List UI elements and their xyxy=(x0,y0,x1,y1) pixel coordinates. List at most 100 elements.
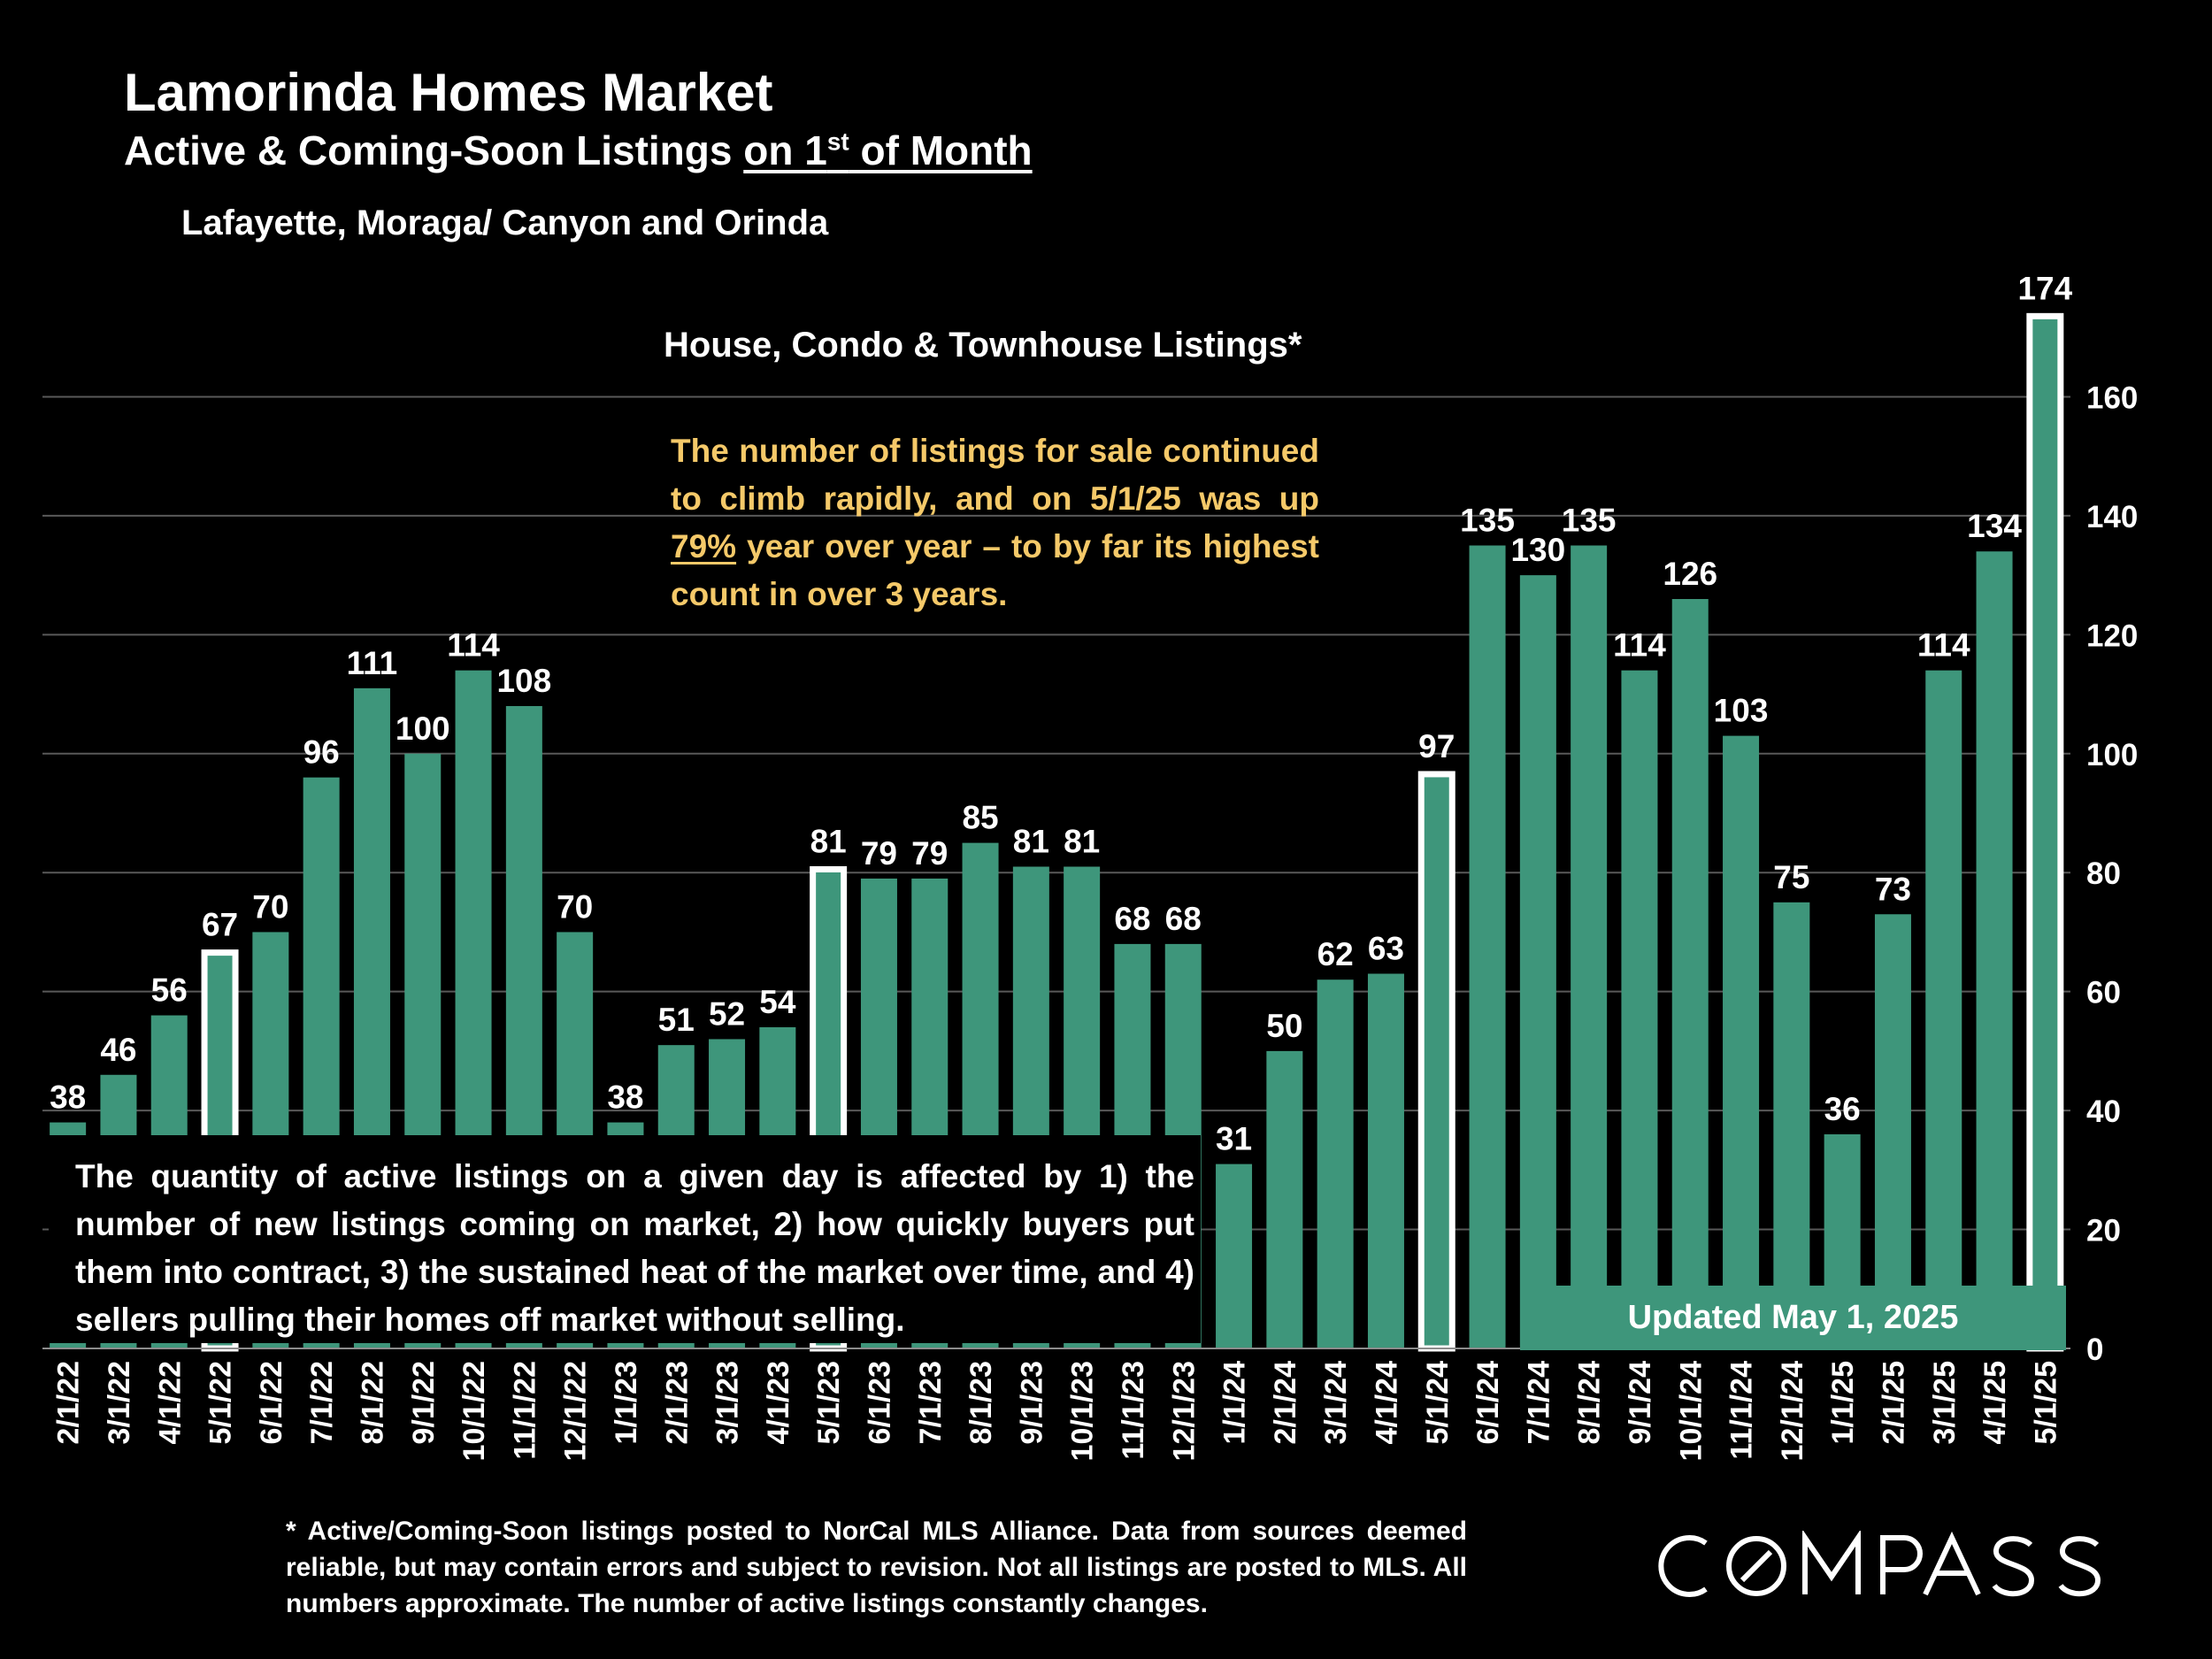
x-tick-label: 2/1/25 xyxy=(1877,1361,1910,1445)
x-tick-label: 4/1/22 xyxy=(153,1361,187,1445)
x-axis-ticks: 2/1/22 3/1/22 4/1/22 5/1/22 6/1/22 7/1/22 8/1/… xyxy=(52,1361,2063,1462)
data-label: 85 xyxy=(962,800,998,836)
bar xyxy=(1671,599,1709,1348)
bar xyxy=(2026,312,2064,1352)
x-tick-label: 3/1/23 xyxy=(711,1361,745,1445)
bar xyxy=(1571,545,1608,1348)
x-tick-label: 2/1/24 xyxy=(1269,1361,1302,1445)
x-tick-label: 8/1/24 xyxy=(1573,1361,1607,1445)
x-tick-label: 11/1/23 xyxy=(1117,1361,1150,1460)
annotation-after: year over year – to by far its highest c… xyxy=(671,528,1319,612)
x-tick-label: 7/1/22 xyxy=(305,1361,339,1445)
x-tick-label: 2/1/22 xyxy=(52,1361,86,1445)
data-label: 174 xyxy=(2017,270,2072,306)
x-tick-label: 12/1/22 xyxy=(559,1361,593,1461)
data-label: 79 xyxy=(911,835,948,872)
data-label: 75 xyxy=(1773,859,1809,895)
x-tick-label: 10/1/23 xyxy=(1066,1361,1100,1461)
data-label: 135 xyxy=(1562,503,1617,539)
footnote: * Active/Coming-Soon listings posted to … xyxy=(286,1517,1467,1618)
note-box: The quantity of active listings on a giv… xyxy=(49,1135,1201,1343)
data-label: 130 xyxy=(1510,532,1565,568)
subtitle-underlined: on 1st of Month xyxy=(743,127,1032,173)
bar xyxy=(1367,973,1404,1348)
y-axis-ticks: 0 20 40 60 80 100 120 140 160 xyxy=(2086,380,2138,1367)
updated-badge: Updated May 1, 2025 xyxy=(1520,1286,2066,1350)
x-tick-label: 3/1/24 xyxy=(1319,1361,1353,1445)
x-tick-label: 5/1/24 xyxy=(1421,1361,1455,1445)
y-tick-label: 40 xyxy=(2086,1094,2121,1129)
subtitle-prefix: Active & Coming-Soon Listings xyxy=(124,127,744,173)
x-tick-label: 6/1/22 xyxy=(255,1361,288,1445)
data-label: 52 xyxy=(709,995,745,1032)
y-tick-label: 120 xyxy=(2086,618,2138,653)
subtitle-underlined-tail: of Month xyxy=(849,127,1033,173)
x-tick-label: 4/1/23 xyxy=(762,1361,795,1445)
data-label: 68 xyxy=(1114,901,1150,937)
subtitle-underlined-lead: on 1 xyxy=(743,127,827,173)
data-label: 67 xyxy=(202,907,238,943)
bar xyxy=(1874,914,1911,1348)
bar xyxy=(1519,575,1556,1348)
subtitle-superscript: st xyxy=(826,127,849,156)
data-label: 114 xyxy=(1917,627,1970,664)
data-label: 103 xyxy=(1714,693,1769,729)
x-tick-label: 4/1/24 xyxy=(1370,1361,1403,1445)
data-label: 96 xyxy=(303,734,340,771)
bar xyxy=(1216,1164,1253,1348)
compass-logo xyxy=(1658,1531,2101,1597)
x-tick-label: 10/1/24 xyxy=(1674,1361,1708,1462)
x-tick-label: 10/1/22 xyxy=(457,1361,491,1461)
bar xyxy=(1417,771,1455,1352)
x-tick-label: 3/1/25 xyxy=(1928,1361,1962,1445)
x-tick-label: 11/1/24 xyxy=(1725,1361,1759,1460)
bar xyxy=(1925,670,1962,1348)
data-label: 54 xyxy=(759,984,796,1020)
compass-wordmark xyxy=(1658,1531,2101,1597)
bar xyxy=(1723,735,1760,1348)
x-tick-label: 12/1/24 xyxy=(1776,1361,1809,1462)
x-tick-label: 7/1/23 xyxy=(914,1361,948,1445)
data-label: 68 xyxy=(1165,901,1202,937)
data-label: 79 xyxy=(861,835,897,872)
data-label: 50 xyxy=(1266,1008,1302,1044)
x-tick-label: 12/1/23 xyxy=(1167,1361,1201,1461)
data-label: 38 xyxy=(50,1079,86,1116)
x-tick-label: 3/1/22 xyxy=(103,1361,136,1445)
x-tick-label: 1/1/25 xyxy=(1826,1361,1860,1445)
data-label: 73 xyxy=(1875,871,1911,907)
annotation-highlight: 79% xyxy=(671,528,737,565)
x-tick-label: 9/1/24 xyxy=(1624,1361,1657,1445)
data-label: 46 xyxy=(100,1032,136,1068)
bar xyxy=(1976,551,2013,1348)
annotation-before: The number of listings for sale continue… xyxy=(671,433,1319,517)
note-text: The quantity of active listings on a giv… xyxy=(75,1158,1194,1338)
data-label: 81 xyxy=(810,824,847,860)
annotation-text: The number of listings for sale continue… xyxy=(671,427,1319,618)
page-subtitle: Active & Coming-Soon Listings on 1st of … xyxy=(124,127,1033,174)
x-tick-label: 1/1/24 xyxy=(1218,1361,1252,1445)
y-tick-label: 160 xyxy=(2086,380,2138,415)
y-tick-label: 20 xyxy=(2086,1214,2121,1248)
data-label: 100 xyxy=(396,710,450,747)
x-tick-label: 8/1/22 xyxy=(356,1361,389,1445)
y-tick-label: 100 xyxy=(2086,738,2138,772)
chart-heading: House, Condo & Townhouse Listings* xyxy=(664,326,1302,365)
data-label: 38 xyxy=(607,1079,643,1116)
x-tick-label: 9/1/23 xyxy=(1015,1361,1048,1445)
bar xyxy=(1266,1050,1303,1348)
page-title: Lamorinda Homes Market xyxy=(124,63,773,122)
data-label: 56 xyxy=(151,972,188,1009)
x-tick-label: 9/1/22 xyxy=(407,1361,441,1445)
y-tick-label: 0 xyxy=(2086,1333,2103,1367)
x-tick-label: 8/1/23 xyxy=(964,1361,998,1445)
data-label: 81 xyxy=(1064,824,1100,860)
y-tick-label: 140 xyxy=(2086,500,2138,534)
x-tick-label: 4/1/25 xyxy=(1978,1361,2012,1445)
x-tick-label: 2/1/23 xyxy=(660,1361,694,1445)
bar xyxy=(1317,979,1354,1348)
x-tick-label: 7/1/24 xyxy=(1522,1361,1555,1445)
data-label: 31 xyxy=(1216,1121,1252,1157)
